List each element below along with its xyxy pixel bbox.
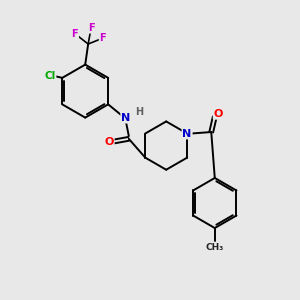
- Text: O: O: [214, 109, 223, 119]
- Text: H: H: [136, 107, 144, 117]
- Text: N: N: [182, 128, 192, 139]
- Text: O: O: [104, 137, 114, 147]
- Text: F: F: [72, 29, 78, 39]
- Text: CH₃: CH₃: [206, 243, 224, 252]
- Text: Cl: Cl: [44, 71, 56, 81]
- Text: F: F: [100, 33, 106, 43]
- Text: N: N: [121, 112, 130, 123]
- Text: F: F: [88, 23, 94, 33]
